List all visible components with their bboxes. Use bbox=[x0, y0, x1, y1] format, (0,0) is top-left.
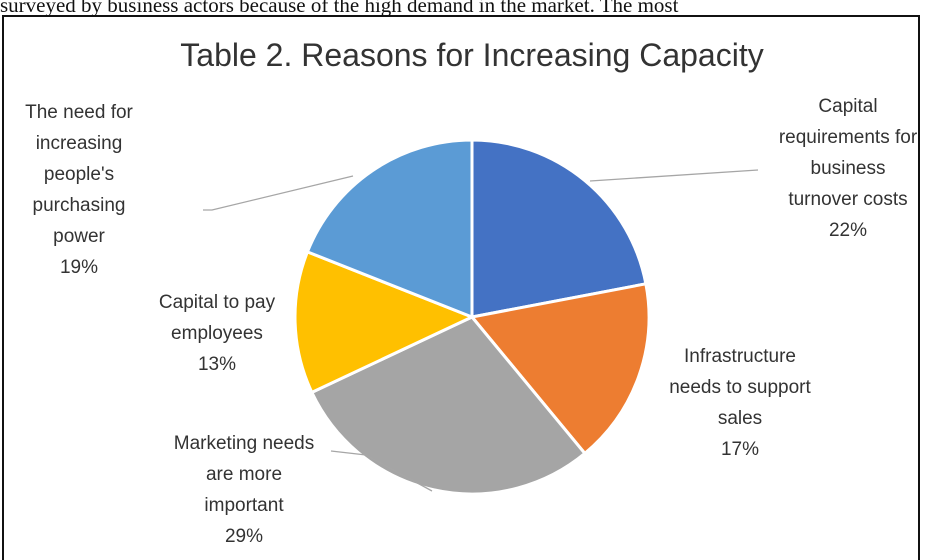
pie-chart: Table 2. Reasons for Increasing Capacity… bbox=[25, 37, 918, 547]
slice-label-5: The need for increasing people's purchasing… bbox=[25, 102, 133, 278]
slice-category-label: increasing bbox=[36, 133, 123, 154]
cropped-body-text: surveyed by business actors because of t… bbox=[0, 0, 679, 15]
slice-category-label: people's bbox=[44, 164, 114, 185]
slice-category-label: employees bbox=[171, 323, 263, 344]
slice-value-label: 22% bbox=[829, 220, 867, 241]
pie-slice-4 bbox=[293, 249, 476, 395]
leader-line-1 bbox=[589, 169, 759, 182]
leader-line-3 bbox=[330, 450, 433, 492]
slice-category-label: Marketing needs bbox=[174, 433, 314, 454]
slice-category-label: Capital to pay bbox=[159, 292, 276, 313]
slice-category-label: Capital bbox=[818, 96, 877, 117]
slice-category-label: sales bbox=[718, 408, 762, 429]
slice-label-3: Marketing needs are more important 29% bbox=[174, 433, 314, 547]
slice-value-label: 29% bbox=[225, 526, 263, 547]
pie-slice-5 bbox=[305, 138, 474, 320]
slice-value-label: 17% bbox=[721, 439, 759, 460]
slice-category-label: requirements for bbox=[779, 127, 918, 148]
slice-value-label: 13% bbox=[198, 354, 236, 375]
slice-label-2: Infrastructure needs to support sales 17% bbox=[669, 346, 811, 460]
leader-line-5 bbox=[203, 175, 354, 211]
slice-label-1: Capital requirements for business turnover … bbox=[779, 96, 918, 241]
slice-category-label: power bbox=[53, 226, 105, 247]
slice-category-label: are more bbox=[206, 464, 282, 485]
slice-category-label: turnover costs bbox=[788, 189, 907, 210]
slice-category-label: The need for bbox=[25, 102, 133, 123]
slice-label-4: Capital to pay employees 13% bbox=[159, 292, 276, 375]
slice-category-label: important bbox=[204, 495, 284, 516]
slice-category-label: needs to support bbox=[669, 377, 811, 398]
slice-category-label: purchasing bbox=[33, 195, 126, 216]
pie-slice-1 bbox=[470, 138, 648, 319]
slice-category-label: Infrastructure bbox=[684, 346, 796, 367]
slice-category-label: business bbox=[811, 158, 886, 179]
chart-title: Table 2. Reasons for Increasing Capacity bbox=[180, 37, 763, 73]
pie-slice-2 bbox=[469, 282, 651, 456]
chart-frame bbox=[2, 15, 920, 560]
slice-value-label: 19% bbox=[60, 257, 98, 278]
